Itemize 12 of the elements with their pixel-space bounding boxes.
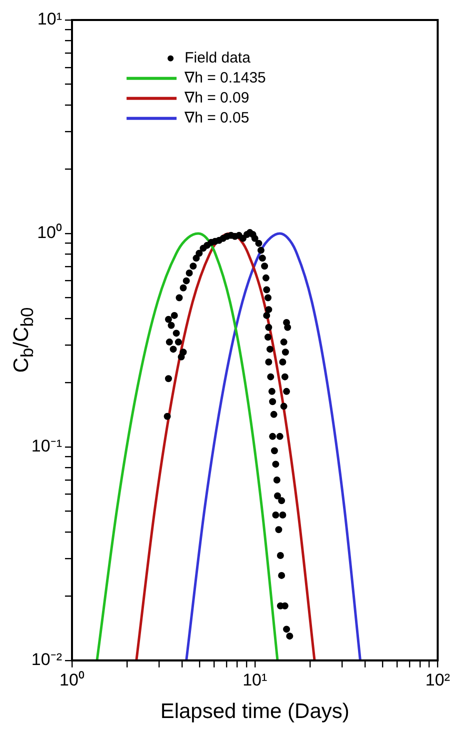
y-tick-label: 10⁰: [37, 223, 62, 242]
x-axis-title: Elapsed time (Days): [160, 700, 350, 724]
legend-label: ∇h = 0.1435: [184, 70, 266, 87]
y-tick-label: 10⁻¹: [31, 436, 62, 456]
y-tick-label: 10¹: [37, 10, 62, 29]
y-tick-label: 10⁻²: [31, 650, 62, 670]
x-tick-label: 10²: [425, 670, 450, 690]
x-tick-label: 10⁰: [60, 670, 84, 690]
legend-label: ∇h = 0.09: [184, 90, 250, 107]
x-tick-label: 10¹: [242, 670, 268, 690]
legend-label: Field data: [184, 50, 252, 67]
legend-label: ∇h = 0.05: [184, 110, 250, 127]
